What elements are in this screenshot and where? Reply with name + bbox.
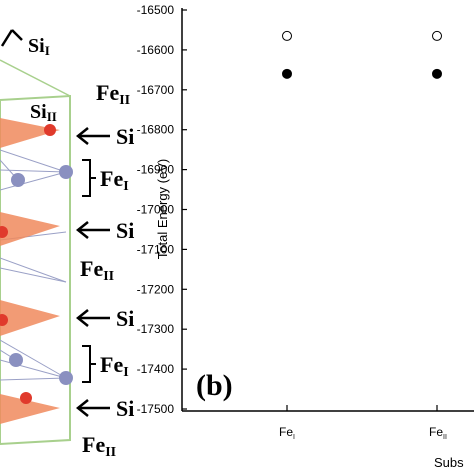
si-ii-label: SiII [30, 101, 57, 124]
y-tick-label: -17000 [137, 203, 175, 217]
fe-ii-top-label: FeII [96, 80, 130, 108]
panel-label-b: (b) [196, 369, 233, 402]
y-tick-label: -16500 [137, 3, 175, 17]
si-arrow-1: Si [75, 124, 134, 149]
fe-i-bracket-1 [82, 159, 96, 197]
data-points [282, 30, 442, 79]
y-tick-label: -17100 [137, 242, 175, 256]
y-axis-ticks: -16500 -16600 -16700 -16800 -16900 -17000 -171… [137, 3, 187, 416]
crystal-structure-panel: SiI FeII SiII Si FeI Si FeII Si [0, 29, 134, 460]
si-plane-4 [0, 394, 60, 424]
y-tick-label: -17500 [137, 402, 175, 416]
y-axis-title: Total Energy (eV) [155, 159, 170, 259]
fe-ii-bottom-label: FeII [82, 432, 116, 460]
fe-i-atom [59, 165, 73, 179]
si-atom [0, 226, 8, 238]
si-atom [44, 124, 56, 136]
x-axis-title: Subs [434, 455, 464, 470]
y-tick-label: -16800 [137, 123, 175, 137]
bond-network [0, 149, 67, 381]
y-tick-label: -17400 [137, 362, 175, 376]
si-plane-3 [0, 300, 60, 336]
unit-cell-outline [0, 94, 71, 446]
y-tick-label: -16900 [137, 163, 175, 177]
filled-circle-point [432, 68, 442, 79]
fe-i-label-2: FeI [100, 352, 129, 380]
si-atom [0, 314, 8, 326]
si-i-label: SiI [28, 35, 50, 58]
si-label-1: Si [116, 124, 134, 149]
y-tick-label: -16600 [137, 43, 175, 57]
si-arrow-4: Si [75, 396, 134, 421]
y-tick-label: -17200 [137, 282, 175, 296]
x-tick-label: FeII [429, 425, 447, 441]
filled-circle-point [282, 68, 292, 79]
fe-i-atom [59, 371, 73, 385]
si-label-2: Si [116, 218, 134, 243]
open-circle-point [282, 30, 292, 41]
energy-chart: -16500 -16600 -16700 -16800 -16900 -17000 -171… [137, 3, 474, 470]
si-planes [0, 118, 60, 424]
open-circle-point [432, 30, 442, 41]
si-atom [20, 392, 32, 404]
si-i-pointer [0, 29, 23, 47]
x-tick-label: FeI [279, 425, 295, 441]
si-label-4: Si [116, 396, 134, 421]
atoms [0, 124, 73, 404]
si-arrow-3: Si [75, 306, 134, 331]
y-tick-label: -17300 [137, 322, 175, 336]
fe-ii-mid-label: FeII [80, 256, 114, 284]
si-plane-1 [0, 118, 60, 148]
fe-i-atom [11, 173, 25, 187]
x-axis-ticks: FeI FeII [279, 405, 447, 441]
y-tick-label: -16700 [137, 83, 175, 97]
si-label-3: Si [116, 306, 134, 331]
fe-i-label-1: FeI [100, 166, 129, 194]
si-arrow-2: Si [75, 218, 134, 243]
si-plane-2 [0, 212, 60, 246]
fe-i-bracket-2 [82, 345, 96, 383]
fe-i-atom [9, 353, 23, 367]
